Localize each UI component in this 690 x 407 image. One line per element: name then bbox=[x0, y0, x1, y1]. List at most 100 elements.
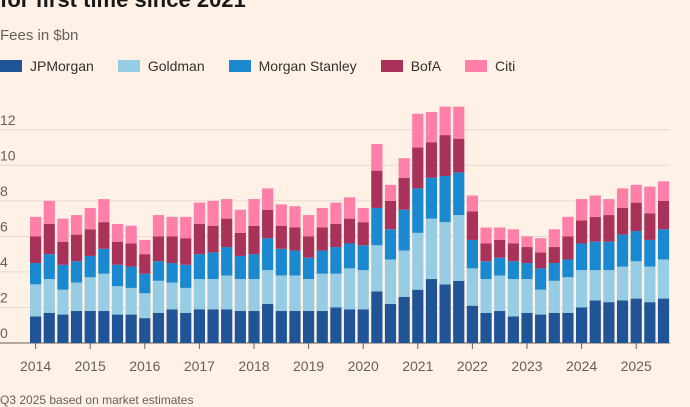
bar-segment-jpmorgan-25 bbox=[371, 291, 383, 343]
bar-segment-citi-35 bbox=[507, 229, 519, 244]
bar-segment-bofa-32 bbox=[466, 211, 478, 240]
bar-segment-bofa-21 bbox=[316, 227, 328, 251]
bar-segment-jpmorgan-28 bbox=[412, 289, 424, 343]
bar-segment-jpmorgan-18 bbox=[275, 311, 287, 343]
bar-segment-bofa-33 bbox=[480, 243, 492, 262]
x-tick-label-2016: 2016 bbox=[129, 358, 160, 374]
bar-segment-citi-3 bbox=[70, 215, 83, 235]
bar-segment-jpmorgan-39 bbox=[562, 312, 574, 343]
legend-item-morgan-stanley: Morgan Stanley bbox=[228, 58, 357, 74]
x-tick-label-2021: 2021 bbox=[402, 358, 433, 374]
y-tick-label-10: 10 bbox=[0, 147, 16, 163]
bar-segment-bofa-6 bbox=[111, 241, 124, 265]
bar-segment-morgan-stanley-36 bbox=[521, 263, 533, 280]
bar-segment-goldman-45 bbox=[644, 266, 656, 303]
bar-segment-morgan-stanley-2 bbox=[57, 264, 69, 290]
bar-segment-citi-12 bbox=[193, 202, 205, 224]
bar-segment-citi-43 bbox=[616, 188, 629, 208]
bar-segment-bofa-19 bbox=[289, 227, 301, 251]
bar-segment-bofa-36 bbox=[521, 247, 533, 264]
bar-segment-goldman-11 bbox=[180, 287, 192, 313]
x-tick-label-2018: 2018 bbox=[238, 358, 269, 374]
bar-segment-goldman-7 bbox=[125, 287, 137, 315]
bar-segment-bofa-34 bbox=[494, 239, 506, 258]
bar-segment-jpmorgan-23 bbox=[343, 309, 356, 343]
bar-segment-bofa-43 bbox=[616, 207, 629, 235]
x-tick-label-2022: 2022 bbox=[457, 358, 488, 374]
bar-segment-bofa-18 bbox=[275, 225, 287, 249]
bar-segment-bofa-42 bbox=[603, 215, 615, 242]
bar-segment-citi-9 bbox=[152, 215, 165, 237]
bar-segment-morgan-stanley-11 bbox=[180, 264, 192, 288]
bar-segment-morgan-stanley-38 bbox=[548, 263, 560, 281]
bar-segment-citi-27 bbox=[398, 158, 410, 178]
bar-segment-bofa-25 bbox=[371, 170, 383, 208]
bar-segment-jpmorgan-3 bbox=[70, 311, 83, 343]
bar-segment-morgan-stanley-27 bbox=[398, 209, 410, 251]
bar-segment-morgan-stanley-24 bbox=[357, 245, 369, 271]
bar-segment-goldman-24 bbox=[357, 270, 369, 310]
bar-segment-citi-28 bbox=[412, 113, 424, 148]
bar-segment-morgan-stanley-43 bbox=[616, 234, 629, 267]
bar-segment-jpmorgan-5 bbox=[98, 311, 110, 343]
bar-segment-bofa-41 bbox=[589, 216, 601, 242]
bar-segment-morgan-stanley-9 bbox=[152, 261, 165, 281]
bar-segment-bofa-14 bbox=[221, 218, 233, 248]
bar-segment-morgan-stanley-44 bbox=[630, 231, 642, 262]
legend-swatch-bofa bbox=[380, 60, 403, 72]
bar-segment-goldman-42 bbox=[603, 270, 615, 303]
bar-segment-bofa-16 bbox=[248, 225, 260, 255]
bar-segment-bofa-5 bbox=[98, 222, 110, 249]
bar-segment-goldman-30 bbox=[439, 222, 451, 285]
bar-segment-bofa-39 bbox=[562, 236, 574, 260]
bar-segment-bofa-11 bbox=[180, 238, 192, 265]
bar-segment-goldman-29 bbox=[425, 218, 438, 280]
bar-segment-citi-4 bbox=[84, 207, 96, 230]
bar-segment-morgan-stanley-17 bbox=[262, 238, 274, 271]
bar-segment-goldman-39 bbox=[562, 277, 574, 313]
bar-segment-citi-2 bbox=[57, 218, 69, 242]
bar-segment-jpmorgan-22 bbox=[330, 307, 342, 343]
bar-segment-morgan-stanley-29 bbox=[425, 177, 438, 219]
bar-segment-goldman-6 bbox=[111, 286, 124, 315]
bar-segment-citi-20 bbox=[303, 215, 315, 237]
bar-segment-morgan-stanley-21 bbox=[316, 250, 328, 274]
legend-label-morgan-stanley: Morgan Stanley bbox=[258, 58, 357, 74]
bar-segment-morgan-stanley-35 bbox=[507, 261, 519, 280]
bar-segment-morgan-stanley-32 bbox=[466, 239, 478, 269]
bar-segment-goldman-3 bbox=[70, 282, 83, 312]
bar-segment-morgan-stanley-19 bbox=[289, 250, 301, 276]
x-tick-label-2014: 2014 bbox=[20, 358, 51, 374]
bar-segment-goldman-27 bbox=[398, 250, 410, 297]
bar-segment-goldman-25 bbox=[371, 245, 383, 292]
bar-segment-citi-1 bbox=[43, 200, 55, 224]
bar-segment-citi-16 bbox=[248, 199, 260, 226]
bar-segment-citi-40 bbox=[576, 199, 588, 221]
y-tick-label-12: 12 bbox=[0, 112, 16, 128]
bar-segment-jpmorgan-36 bbox=[521, 312, 533, 343]
bar-segment-jpmorgan-24 bbox=[357, 309, 369, 343]
bar-segment-morgan-stanley-12 bbox=[193, 254, 205, 280]
bar-segment-citi-14 bbox=[221, 199, 233, 219]
bar-segment-goldman-31 bbox=[453, 215, 465, 281]
legend-label-citi: Citi bbox=[495, 58, 516, 74]
bar-segment-morgan-stanley-3 bbox=[70, 261, 83, 283]
bar-segment-goldman-35 bbox=[507, 279, 519, 317]
bar-segment-morgan-stanley-18 bbox=[275, 248, 287, 276]
bar-segment-jpmorgan-11 bbox=[180, 312, 192, 343]
bar-segment-jpmorgan-34 bbox=[494, 311, 506, 343]
bar-segment-morgan-stanley-28 bbox=[412, 188, 424, 233]
x-tick-label-2015: 2015 bbox=[75, 358, 106, 374]
bar-segment-goldman-12 bbox=[193, 279, 205, 310]
bar-segment-bofa-12 bbox=[193, 223, 205, 255]
bar-segment-bofa-35 bbox=[507, 243, 519, 262]
bar-segment-morgan-stanley-13 bbox=[207, 252, 219, 280]
bar-segment-bofa-13 bbox=[207, 225, 219, 253]
bar-segment-goldman-0 bbox=[30, 284, 42, 317]
y-tick-label-2: 2 bbox=[0, 289, 8, 305]
bar-segment-citi-7 bbox=[125, 225, 137, 244]
bar-segment-goldman-32 bbox=[466, 268, 478, 306]
y-tick-label-0: 0 bbox=[0, 325, 8, 341]
bar-segment-bofa-8 bbox=[139, 254, 151, 274]
legend: JPMorgan Goldman Morgan Stanley BofA Cit… bbox=[0, 58, 539, 74]
